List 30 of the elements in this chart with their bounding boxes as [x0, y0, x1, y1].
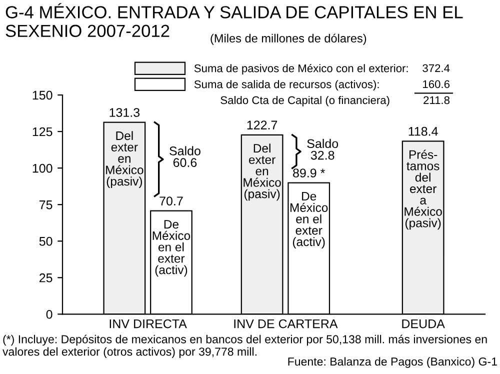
- annotation: De México en el exter (activ): [290, 192, 328, 249]
- data-label: 131.3: [110, 108, 140, 117]
- y-tick-label: 0: [46, 310, 52, 319]
- annotation: Saldo 32.8: [307, 138, 338, 160]
- x-tick-label: DEUDA: [402, 319, 445, 328]
- annotation: Saldo 60.6: [170, 146, 200, 168]
- annotation: Saldo Cta de Capital (o financiera): [220, 96, 390, 106]
- x-tick-label: INV DIRECTA: [110, 319, 187, 328]
- y-tick-label: 150: [32, 90, 52, 100]
- y-tick-label: 50: [39, 236, 52, 246]
- text: (*) Incluye: Depósitos de mexicanos en bancos del exterior por 50,138 mill. más inversiones en valores del exterior (otros activos) por 39,778 mill.: [2, 334, 487, 358]
- y-tick-label: 25: [40, 273, 52, 282]
- data-label: 89.9 *: [293, 168, 325, 178]
- source-note: Fuente: Balanza de Pagos (Banxico) G-1: [288, 357, 497, 368]
- annotation: De México en el exter (activ): [152, 220, 190, 277]
- text: 160.6: [423, 80, 450, 88]
- y-tick-label: 100: [32, 164, 52, 173]
- legend-label: Suma de salida de recursos (activos):: [194, 80, 379, 90]
- annotation: Del exter en México (pasiv): [244, 144, 281, 201]
- annotation: 211.8: [424, 96, 450, 104]
- data-label: 70.7: [160, 196, 183, 206]
- legend-label: Suma de pasivos de México con el exterior:: [194, 64, 408, 74]
- y-tick-label: 125: [32, 127, 52, 136]
- annotation: Del exter en México (pasiv): [106, 131, 144, 188]
- data-label: 118.4: [408, 126, 438, 136]
- x-tick-label: INV DE CARTERA: [234, 319, 338, 328]
- text: 372.4: [422, 64, 450, 72]
- annotation: Prés- tamos del exter a México (pasiv): [404, 150, 442, 230]
- y-tick-label: 75: [40, 200, 52, 210]
- data-label: 122.7: [247, 120, 278, 130]
